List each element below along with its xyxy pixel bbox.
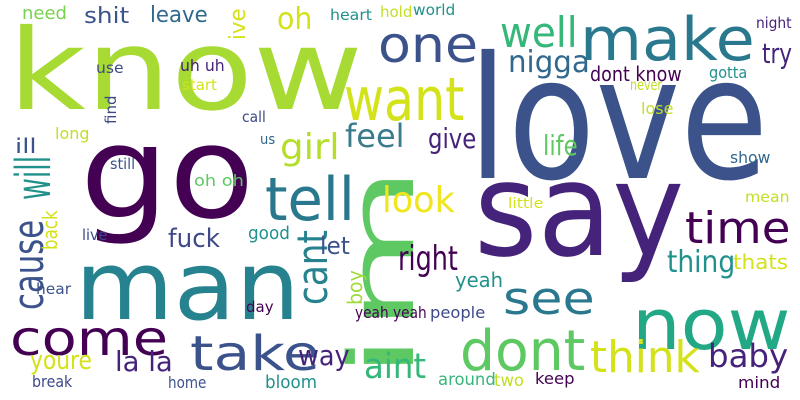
word-oh-oh: oh oh	[194, 171, 244, 190]
word-know: know	[8, 6, 363, 136]
word-two: two	[494, 371, 524, 391]
word-think: think	[590, 332, 700, 383]
word-hold: hold	[380, 3, 413, 21]
word-thing: thing	[667, 245, 736, 280]
word-need: need	[22, 3, 67, 24]
word-long: long	[55, 124, 90, 143]
word-dont: dont	[460, 319, 586, 384]
word-come: come	[10, 311, 169, 367]
word-around: around	[438, 370, 496, 390]
word-keep: keep	[535, 369, 575, 388]
word-feel: feel	[345, 117, 405, 155]
word-man: man	[75, 232, 300, 342]
word-call: call	[242, 108, 266, 126]
word-one: one	[378, 16, 479, 74]
word-home: home	[168, 373, 207, 392]
word-good: good	[248, 223, 290, 244]
word-girl: girl	[280, 127, 340, 168]
word-want: want	[344, 65, 465, 135]
word-well: well	[500, 8, 578, 57]
word-ive: ive	[226, 8, 251, 41]
word-lose: lose	[641, 99, 674, 118]
word-heart: heart	[330, 6, 372, 24]
word-time: time	[685, 203, 791, 254]
word-ill: ill	[15, 134, 37, 158]
word-bloom: bloom	[265, 372, 317, 393]
word-let: let	[320, 232, 350, 260]
word-find: find	[102, 95, 120, 124]
word-break: break	[32, 372, 73, 391]
word-us: us	[260, 132, 276, 148]
word-try: try	[762, 37, 793, 70]
word-use: use	[96, 59, 124, 77]
word-dont-know: dont know	[590, 62, 682, 86]
word-back: back	[38, 210, 62, 250]
word-yeah: yeah	[455, 268, 504, 292]
word-life: life	[543, 129, 578, 162]
word-thats: thats	[733, 250, 789, 274]
word-night: night	[756, 14, 792, 32]
word-mind: mind	[738, 373, 781, 392]
word-say: say	[474, 134, 685, 286]
word-still: still	[110, 155, 136, 173]
word-oh: oh	[277, 2, 313, 37]
word-now: now	[632, 284, 791, 366]
word-boy: boy	[343, 270, 367, 305]
word-mean: mean	[745, 188, 790, 206]
word-look: look	[382, 180, 455, 221]
word-hear: hear	[36, 280, 72, 298]
word-leave: leave	[150, 3, 208, 28]
word-see: see	[503, 272, 595, 325]
word-baby: baby	[708, 337, 789, 375]
word-way: way	[298, 339, 350, 372]
word-nigga: nigga	[508, 45, 590, 80]
word-world: world	[413, 1, 456, 19]
word-gotta: gotta	[709, 63, 748, 82]
word-show: show	[730, 148, 771, 167]
word-la-la: la la	[115, 345, 173, 378]
word-uh-uh: uh uh	[180, 56, 225, 75]
word-fuck: fuck	[168, 224, 220, 254]
word-day: day	[246, 298, 274, 316]
word-take: take	[190, 326, 320, 382]
word-go: go	[80, 99, 255, 248]
word-people: people	[430, 303, 486, 322]
word-yeah-yeah: yeah yeah	[355, 303, 427, 322]
word-give: give	[428, 122, 477, 155]
word-live: live	[82, 226, 108, 244]
word-never: never	[630, 76, 663, 94]
word-will: will	[6, 155, 62, 200]
word-make: make	[580, 5, 755, 75]
word-youre: youre	[30, 346, 92, 376]
word-little: little	[508, 196, 544, 212]
word-right: right	[398, 239, 458, 279]
word-shit: shit	[84, 4, 130, 29]
word-love: love	[468, 21, 769, 219]
word-aint: aint	[364, 347, 427, 387]
word-start: start	[182, 76, 217, 94]
word-tell: tell	[265, 165, 355, 235]
